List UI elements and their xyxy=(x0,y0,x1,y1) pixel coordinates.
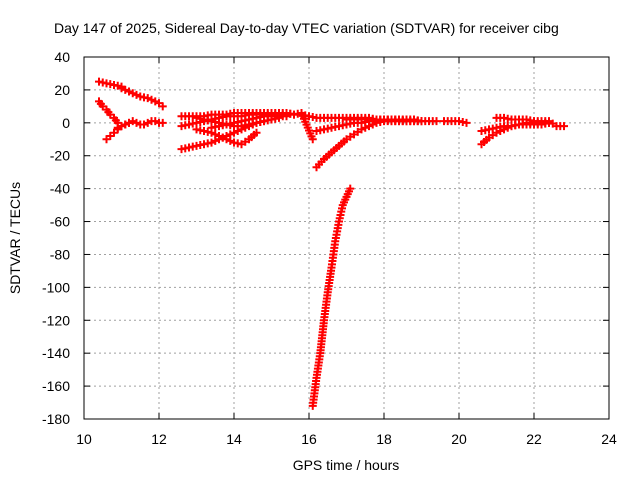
data-point-fill xyxy=(226,136,235,145)
data-point xyxy=(121,85,130,94)
series-arc-u xyxy=(492,113,568,131)
y-tick-label: -160 xyxy=(42,378,70,394)
data-point-fill xyxy=(218,133,227,142)
data-point xyxy=(117,122,126,131)
data-point xyxy=(215,131,223,140)
x-axis-label: GPS time / hours xyxy=(293,457,400,473)
series-arc-e xyxy=(113,117,167,132)
y-axis-label: SDTVAR / TECUs xyxy=(7,182,23,294)
y-tick-label: -40 xyxy=(50,181,70,197)
data-point xyxy=(125,118,133,127)
data-point xyxy=(143,94,152,103)
data-point xyxy=(252,128,261,137)
data-point xyxy=(113,123,122,132)
data-point xyxy=(147,95,156,104)
data-point xyxy=(132,90,141,99)
data-marks xyxy=(95,77,568,410)
chart-title: Day 147 of 2025, Sidereal Day-to-day VTE… xyxy=(54,20,559,36)
data-point xyxy=(222,135,231,144)
axis-ticks: 10 12 14 16 18 20 22 24 40 20 0 -20 -40 -60 -80 -100 -12… xyxy=(42,49,617,447)
data-point xyxy=(462,118,471,127)
grid xyxy=(84,57,609,419)
x-tick-label: 18 xyxy=(376,431,392,447)
data-point xyxy=(432,117,441,126)
data-point xyxy=(207,138,216,147)
data-point xyxy=(346,184,355,193)
y-tick-label: -140 xyxy=(42,345,70,361)
x-tick-label: 10 xyxy=(76,431,92,447)
x-tick-label: 22 xyxy=(526,431,542,447)
series-arc-o xyxy=(308,184,355,410)
data-point xyxy=(151,117,160,126)
data-point xyxy=(143,118,152,127)
data-point xyxy=(158,118,167,127)
data-point-fill xyxy=(361,123,370,132)
plot-frame xyxy=(83,56,610,420)
series-arc-q xyxy=(282,108,317,144)
x-tick-label: 16 xyxy=(301,431,317,447)
data-point xyxy=(117,84,126,93)
data-point-fill xyxy=(211,130,220,139)
y-tick-label: -100 xyxy=(42,279,70,295)
y-tick-label: -20 xyxy=(50,148,70,164)
series-arc-c xyxy=(95,97,122,127)
y-tick-label: -60 xyxy=(50,214,70,230)
data-point xyxy=(357,125,366,134)
series-arc-b xyxy=(117,84,167,111)
x-tick-label: 14 xyxy=(226,431,242,447)
y-tick-label: 20 xyxy=(54,82,70,98)
x-tick-label: 24 xyxy=(601,431,617,447)
data-point xyxy=(132,118,141,127)
data-point xyxy=(128,89,137,98)
series-arc-r xyxy=(440,117,471,127)
data-point xyxy=(128,117,137,126)
data-point xyxy=(140,120,148,129)
y-tick-label: -120 xyxy=(42,312,70,328)
data-point xyxy=(308,135,317,144)
data-point xyxy=(560,122,568,131)
y-tick-label: -180 xyxy=(42,411,70,427)
data-point xyxy=(125,87,133,96)
series-arc-p xyxy=(342,115,441,126)
x-tick-label: 20 xyxy=(451,431,467,447)
data-point xyxy=(158,102,167,111)
x-tick-label: 12 xyxy=(151,431,167,447)
y-tick-label: 0 xyxy=(62,115,70,131)
y-tick-label: 40 xyxy=(54,49,70,65)
series-arc-i xyxy=(192,125,261,149)
y-tick-label: -80 xyxy=(50,246,70,262)
data-point xyxy=(151,97,160,106)
data-point xyxy=(121,120,130,129)
